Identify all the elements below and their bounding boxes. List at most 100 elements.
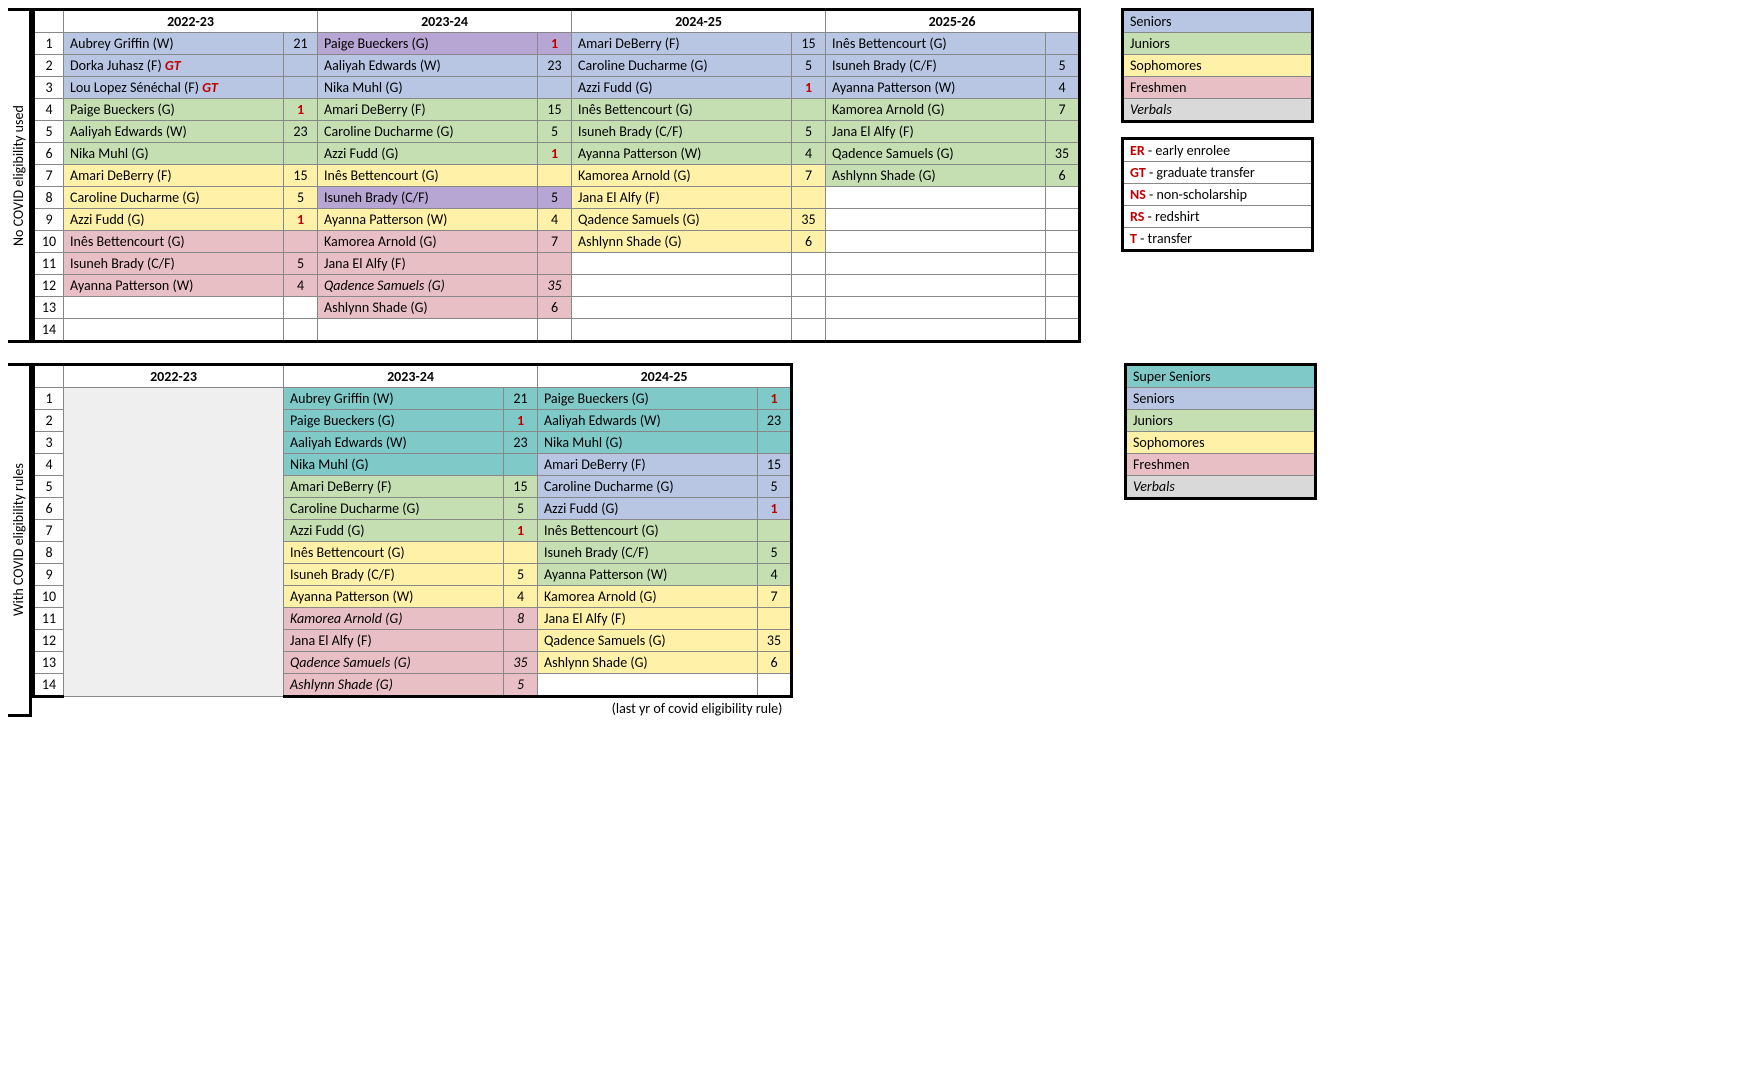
player-name-cell: Amari DeBerry (F) (572, 33, 792, 55)
abbrev-row: RS - redshirt (1123, 206, 1313, 228)
legend-row: Freshmen (1123, 77, 1313, 99)
player-name-cell: Inês Bettencourt (G) (318, 165, 538, 187)
player-name-cell: Jana El Alfy (F) (826, 121, 1046, 143)
corner-cell (34, 365, 64, 388)
player-number-cell: 35 (1046, 143, 1080, 165)
player-number-cell (1046, 33, 1080, 55)
player-number-cell (758, 432, 792, 454)
player-name-cell (572, 253, 792, 275)
bottom-vlabel: With COVID eligibility rules (8, 363, 32, 717)
row-number: 10 (34, 231, 64, 253)
player-number-cell: 35 (792, 209, 826, 231)
legend-swatch: Super SeniorsSeniorsJuniorsSophomoresFre… (1124, 363, 1317, 500)
player-name-cell (64, 297, 284, 319)
player-name-cell: Nika Muhl (G) (64, 143, 284, 165)
player-name-cell: Ashlynn Shade (G) (572, 231, 792, 253)
player-number-cell: 23 (538, 55, 572, 77)
year-header: 2024-25 (572, 10, 826, 33)
legend-row: Sophomores (1126, 432, 1316, 454)
player-number-cell (284, 77, 318, 99)
abbrev-row: GT - graduate transfer (1123, 162, 1313, 184)
player-name-cell: Nika Muhl (G) (318, 77, 538, 99)
player-number-cell: 5 (284, 187, 318, 209)
player-name-cell: Isuneh Brady (C/F) (538, 542, 758, 564)
footnote: (last yr of covid eligibility rule) (570, 698, 824, 717)
abbrev-row: ER - early enrolee (1123, 139, 1313, 162)
year-header: 2022-23 (64, 365, 284, 388)
player-name-cell: Jana El Alfy (F) (572, 187, 792, 209)
player-name-cell: Kamorea Arnold (G) (538, 586, 758, 608)
player-number-cell: 1 (758, 388, 792, 410)
player-number-cell (284, 297, 318, 319)
row-number: 10 (34, 586, 64, 608)
player-number-cell: 4 (792, 143, 826, 165)
player-number-cell: 5 (1046, 55, 1080, 77)
legend-row: Seniors (1126, 388, 1316, 410)
player-name-cell (318, 319, 538, 342)
player-number-cell: 6 (792, 231, 826, 253)
legend-bottom: Super SeniorsSeniorsJuniorsSophomoresFre… (1124, 363, 1317, 514)
row-number: 13 (34, 652, 64, 674)
player-number-cell: 23 (504, 432, 538, 454)
player-number-cell: 15 (284, 165, 318, 187)
player-name-cell: Inês Bettencourt (G) (538, 520, 758, 542)
player-name-cell: Aaliyah Edwards (W) (318, 55, 538, 77)
player-number-cell: 23 (758, 410, 792, 432)
player-number-cell: 21 (284, 33, 318, 55)
player-name-cell: Kamorea Arnold (G) (284, 608, 504, 630)
player-number-cell: 7 (1046, 99, 1080, 121)
row-number: 9 (34, 564, 64, 586)
legend-abbrev: ER - early enroleeGT - graduate transfer… (1121, 137, 1314, 252)
player-number-cell (792, 187, 826, 209)
player-number-cell (284, 143, 318, 165)
player-name-cell: Paige Bueckers (G) (284, 410, 504, 432)
player-number-cell (1046, 209, 1080, 231)
player-name-cell: Isuneh Brady (C/F) (572, 121, 792, 143)
player-name-cell: Kamorea Arnold (G) (572, 165, 792, 187)
player-name-cell: Ashlynn Shade (G) (826, 165, 1046, 187)
player-name-cell: Caroline Ducharme (G) (318, 121, 538, 143)
row-number: 12 (34, 275, 64, 297)
player-number-cell (504, 630, 538, 652)
legend-row: Seniors (1123, 10, 1313, 33)
row-number: 3 (34, 432, 64, 454)
player-name-cell: Nika Muhl (G) (284, 454, 504, 476)
player-name-cell (826, 275, 1046, 297)
player-number-cell (538, 165, 572, 187)
player-name-cell: Azzi Fudd (G) (64, 209, 284, 231)
player-number-cell: 1 (284, 99, 318, 121)
player-name-cell: Jana El Alfy (F) (284, 630, 504, 652)
year-header: 2023-24 (284, 365, 538, 388)
player-number-cell (1046, 187, 1080, 209)
spreadsheet-root: No COVID eligibility used2022-232023-242… (8, 8, 1750, 737)
player-name-cell: Aubrey Griffin (W) (284, 388, 504, 410)
player-number-cell: 21 (504, 388, 538, 410)
player-number-cell: 8 (504, 608, 538, 630)
player-number-cell (758, 608, 792, 630)
player-name-cell: Qadence Samuels (G) (284, 652, 504, 674)
player-name-cell: Isuneh Brady (C/F) (64, 253, 284, 275)
player-number-cell (792, 319, 826, 342)
player-number-cell: 15 (758, 454, 792, 476)
top-vlabel: No COVID eligibility used (8, 8, 32, 343)
row-number: 14 (34, 674, 64, 697)
player-name-cell: Inês Bettencourt (G) (572, 99, 792, 121)
player-name-cell (826, 297, 1046, 319)
player-name-cell: Isuneh Brady (C/F) (318, 187, 538, 209)
player-number-cell: 1 (538, 33, 572, 55)
year-header: 2022-23 (64, 10, 318, 33)
player-name-cell: Isuneh Brady (C/F) (826, 55, 1046, 77)
player-number-cell (1046, 297, 1080, 319)
player-number-cell: 15 (504, 476, 538, 498)
player-name-cell: Caroline Ducharme (G) (284, 498, 504, 520)
player-name-cell: Ayanna Patterson (W) (826, 77, 1046, 99)
player-number-cell (792, 275, 826, 297)
legend-swatch: SeniorsJuniorsSophomoresFreshmenVerbals (1121, 8, 1314, 123)
player-name-cell: Caroline Ducharme (G) (538, 476, 758, 498)
legend-row: Verbals (1123, 99, 1313, 122)
player-name-cell (826, 209, 1046, 231)
legend-row: Juniors (1123, 33, 1313, 55)
player-name-cell: Ayanna Patterson (W) (538, 564, 758, 586)
row-number: 1 (34, 388, 64, 410)
player-name-cell: Azzi Fudd (G) (572, 77, 792, 99)
